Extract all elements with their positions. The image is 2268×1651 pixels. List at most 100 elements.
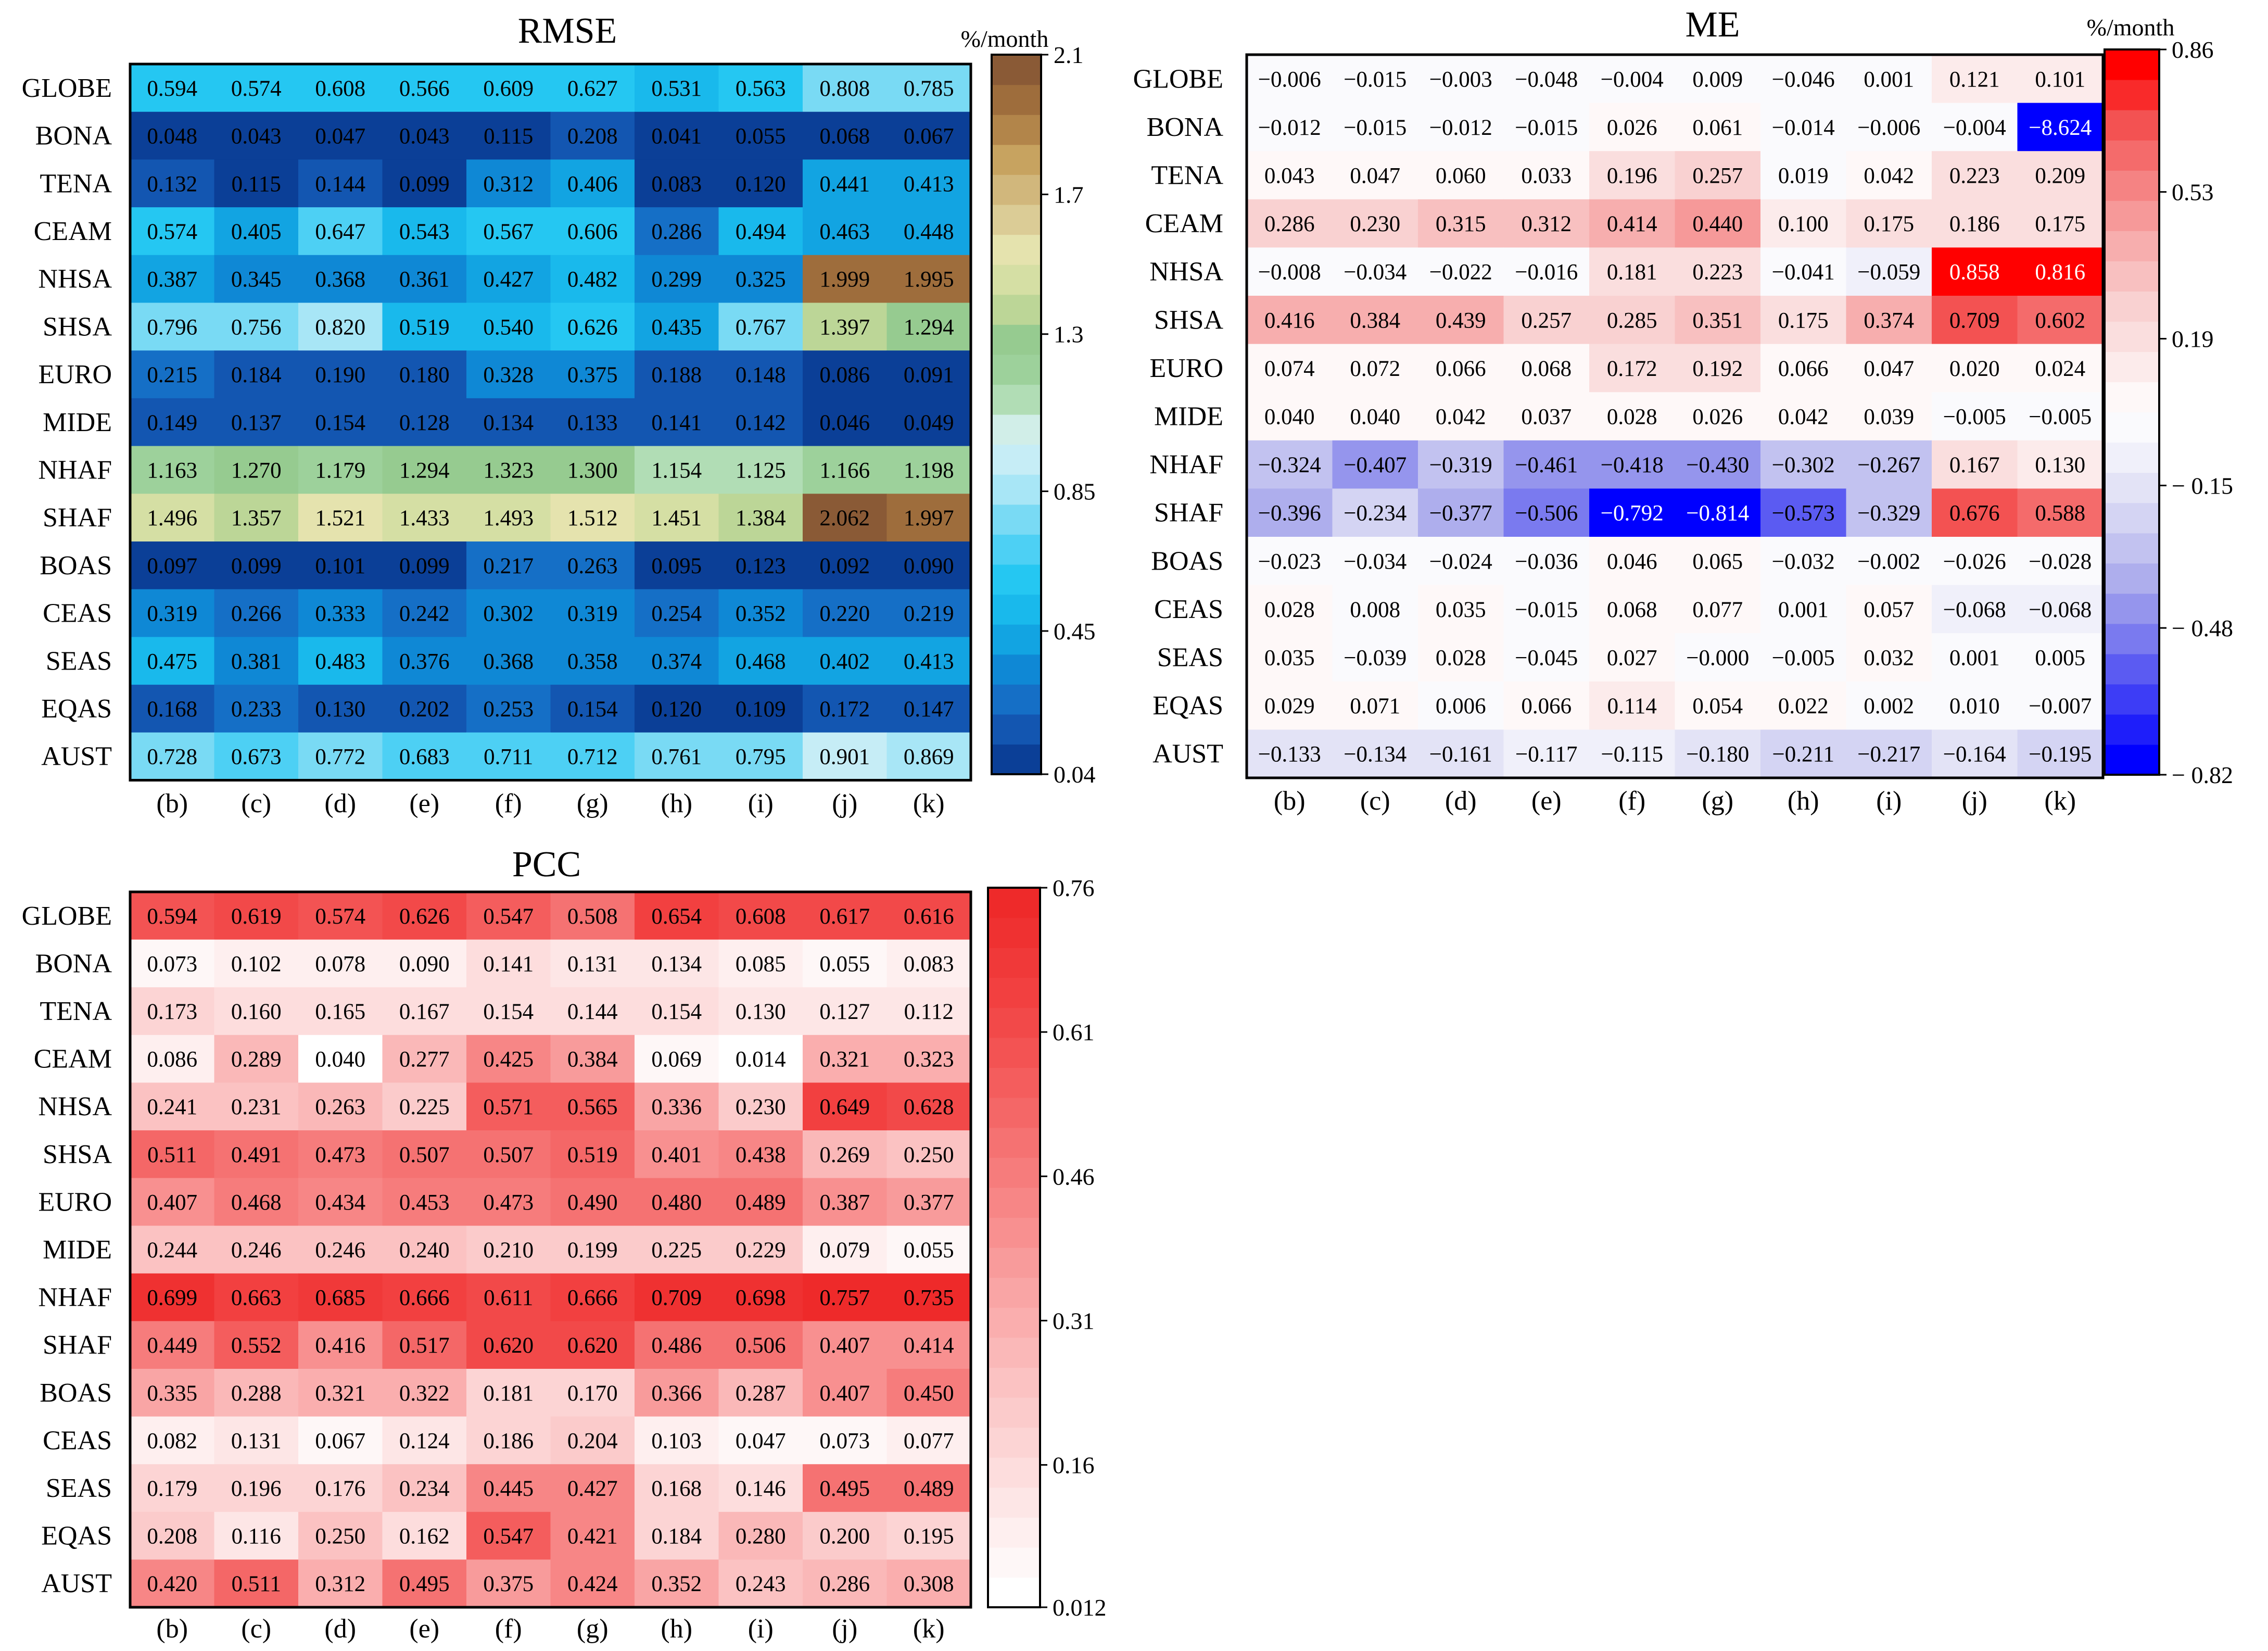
me-cell-value: −0.015	[1515, 116, 1578, 140]
me-cell	[1846, 151, 1932, 200]
me-cell	[1332, 199, 1418, 248]
rmse-cell	[886, 732, 971, 781]
pcc-cell-value: 0.160	[231, 1000, 282, 1024]
me-cell-value: 0.192	[1692, 357, 1743, 381]
pcc-cell-value: 0.308	[904, 1572, 954, 1596]
pcc-cell	[550, 939, 635, 988]
me-cell	[1589, 199, 1676, 248]
pcc-cell-value: 0.280	[736, 1524, 786, 1549]
rmse-cell-value: 0.448	[904, 220, 954, 244]
rmse-colorbar-bin	[992, 534, 1041, 565]
pcc-cell-value: 0.495	[399, 1572, 450, 1596]
pcc-cell-value: 0.288	[231, 1381, 282, 1406]
me-colorbar-bin	[2105, 472, 2159, 503]
pcc-cell	[803, 1559, 888, 1608]
pcc-cell	[718, 939, 803, 988]
pcc-cell-value: 0.489	[736, 1190, 786, 1215]
me-cell	[1418, 633, 1504, 682]
pcc-colorbar-bin	[988, 1397, 1040, 1428]
rmse-cell	[803, 398, 888, 447]
me-row-label: AUST	[1152, 739, 1223, 769]
rmse-cell-value: 1.179	[315, 458, 365, 483]
pcc-cell	[550, 892, 635, 940]
rmse-cell-value: 0.756	[231, 315, 282, 339]
pcc-cell	[550, 1273, 635, 1321]
me-cell	[1503, 103, 1590, 152]
me-cell-value: 0.009	[1692, 67, 1743, 92]
pcc-cell-value: 0.620	[567, 1333, 618, 1358]
rmse-cell	[466, 303, 551, 351]
me-cell-value: 0.024	[2035, 357, 2085, 381]
pcc-cell	[466, 1464, 551, 1513]
me-cell	[1589, 585, 1676, 634]
rmse-cell-value: 0.808	[819, 77, 870, 101]
pcc-cell-value: 0.453	[399, 1190, 450, 1215]
me-cell-value: 0.068	[1607, 598, 1657, 622]
pcc-row-label: NHAF	[38, 1283, 112, 1313]
me-cell-value: −0.026	[1943, 549, 2006, 574]
rmse-cell	[214, 732, 299, 781]
pcc-cell-value: 0.181	[483, 1381, 534, 1406]
rmse-cell	[130, 207, 215, 256]
rmse-cell	[130, 446, 215, 494]
pcc-cell	[214, 892, 299, 940]
me-cell-value: −0.022	[1429, 260, 1492, 285]
rmse-cell	[466, 255, 551, 304]
pcc-cell	[635, 1511, 719, 1560]
pcc-cell	[130, 939, 215, 988]
pcc-cell-value: 0.269	[819, 1143, 870, 1167]
rmse-cell-value: 0.101	[315, 554, 365, 578]
pcc-cell	[298, 939, 383, 988]
rmse-cell	[886, 398, 971, 447]
rmse-cell-value: 1.397	[819, 315, 870, 339]
pcc-cell-value: 0.323	[904, 1048, 954, 1072]
me-cell	[1418, 103, 1504, 152]
pcc-cell	[803, 1321, 888, 1369]
me-cell	[1932, 440, 2018, 489]
pcc-cell	[718, 1082, 803, 1131]
pcc-cell-value: 0.490	[567, 1190, 618, 1215]
rmse-colorbar-bin	[992, 144, 1041, 175]
me-cell	[1932, 296, 2018, 345]
pcc-cell	[635, 1226, 719, 1274]
pcc-cell-value: 0.547	[483, 1524, 534, 1549]
rmse-cell-value: 0.148	[736, 363, 786, 387]
rmse-cell	[214, 350, 299, 399]
pcc-column-label: (j)	[832, 1614, 857, 1644]
pcc-cell	[130, 1273, 215, 1321]
rmse-row-label: NHAF	[38, 455, 112, 485]
pcc-cell	[298, 1321, 383, 1369]
pcc-cell	[382, 1369, 467, 1417]
pcc-row-label: SEAS	[46, 1473, 112, 1503]
me-cell	[2017, 729, 2104, 778]
pcc-cell	[803, 892, 888, 940]
pcc-cell-value: 0.434	[315, 1190, 365, 1215]
me-cell	[1932, 151, 2018, 200]
me-cell-value: −0.068	[1943, 598, 2006, 622]
pcc-cell-value: 0.289	[231, 1048, 282, 1072]
rmse-row-label: NHSA	[38, 264, 112, 294]
pcc-cell	[803, 1416, 888, 1465]
pcc-cell	[214, 1464, 299, 1513]
pcc-cell-value: 0.141	[483, 952, 534, 976]
rmse-cell-value: 0.319	[147, 602, 197, 626]
me-cell-value: 0.816	[2035, 260, 2085, 285]
rmse-cell-value: 0.820	[315, 315, 365, 339]
rmse-cell	[635, 541, 719, 590]
pcc-colorbar-bin	[988, 1098, 1040, 1128]
rmse-column-label: (j)	[832, 789, 857, 818]
rmse-colorbar-bin	[992, 684, 1041, 715]
pcc-cell-value: 0.384	[567, 1048, 618, 1072]
me-cell	[1418, 585, 1504, 634]
pcc-cell	[466, 1416, 551, 1465]
rmse-row-label: AUST	[41, 742, 112, 772]
rmse-cell	[130, 732, 215, 781]
me-cell-value: 0.257	[1692, 164, 1743, 188]
pcc-cell	[550, 1130, 635, 1179]
me-colorbar-bin	[2105, 382, 2159, 413]
me-cell	[1332, 440, 1418, 489]
pcc-cell-value: 0.103	[651, 1429, 702, 1453]
me-cell-value: 0.416	[1264, 308, 1315, 333]
rmse-row-label: GLOBE	[22, 73, 112, 103]
rmse-cell-value: 0.869	[904, 745, 954, 770]
